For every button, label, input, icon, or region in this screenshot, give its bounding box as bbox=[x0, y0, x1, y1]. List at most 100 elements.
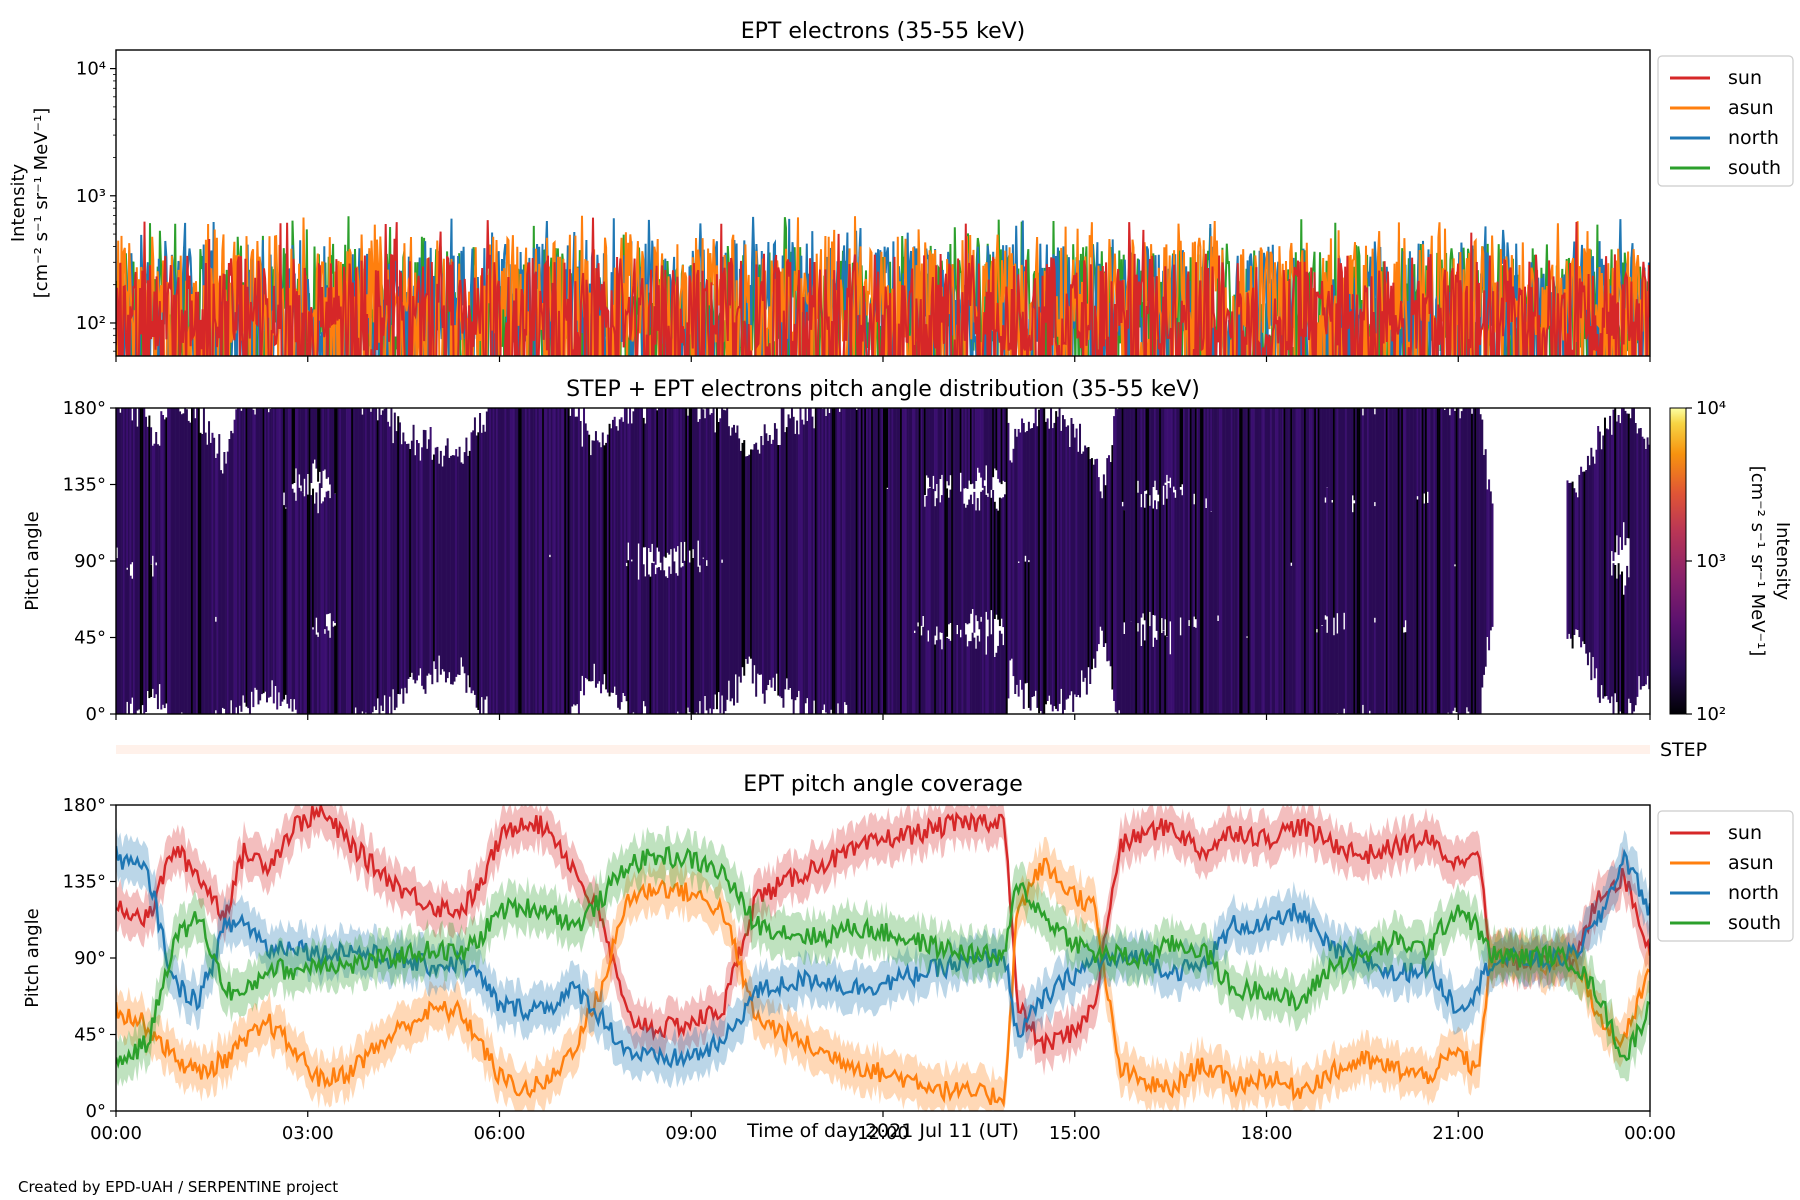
heatmap-cell bbox=[598, 442, 601, 682]
heatmap-cell bbox=[864, 408, 867, 714]
heatmap-cell bbox=[1569, 482, 1572, 639]
heatmap-cell bbox=[1186, 408, 1189, 714]
heatmap-cell bbox=[175, 408, 178, 714]
heatmap-cell bbox=[1164, 635, 1167, 714]
colorbar-tick-label: 10³ bbox=[1696, 551, 1726, 572]
heatmap-cell bbox=[1244, 408, 1247, 714]
heatmap-cell bbox=[339, 408, 342, 714]
heatmap-cell bbox=[857, 408, 860, 714]
heatmap-cell bbox=[254, 414, 257, 688]
heatmap-cell bbox=[1176, 408, 1179, 714]
heatmap-cell bbox=[596, 440, 599, 684]
heatmap-cell bbox=[438, 463, 441, 656]
heatmap-cell bbox=[1290, 408, 1293, 563]
heatmap-cell bbox=[1198, 408, 1201, 714]
heatmap-cell bbox=[1634, 423, 1637, 706]
heatmap-cell bbox=[1157, 408, 1160, 495]
heatmap-cell bbox=[439, 450, 442, 675]
heatmap-cell bbox=[310, 495, 313, 714]
heatmap-cell bbox=[722, 409, 725, 714]
heatmap-cell bbox=[414, 455, 417, 684]
heatmap-cell bbox=[913, 408, 916, 631]
heatmap-cell bbox=[344, 408, 347, 714]
heatmap-cell bbox=[1336, 408, 1339, 614]
heatmap-cell bbox=[666, 577, 669, 714]
heatmap-cell bbox=[312, 408, 315, 464]
heatmap-cell bbox=[1024, 561, 1027, 684]
heatmap-cell bbox=[976, 408, 979, 468]
heatmap-cell bbox=[1305, 408, 1308, 714]
heatmap-cell bbox=[279, 408, 282, 706]
heatmap-cell bbox=[1106, 458, 1109, 662]
heatmap-cell bbox=[1440, 408, 1443, 714]
heatmap-cell bbox=[1621, 571, 1624, 714]
heatmap-cell bbox=[1165, 408, 1168, 475]
heatmap-cells bbox=[116, 408, 1650, 714]
heatmap-cell bbox=[671, 408, 674, 714]
heatmap-cell bbox=[998, 408, 1001, 483]
heatmap-cell bbox=[501, 408, 504, 714]
heatmap-cell bbox=[1438, 408, 1441, 714]
heatmap-cell bbox=[1648, 444, 1650, 690]
series-line-south bbox=[116, 846, 1650, 1069]
heatmap-cell bbox=[925, 408, 928, 476]
heatmap-cell bbox=[1102, 474, 1105, 647]
heatmap-cell bbox=[639, 408, 642, 714]
heatmap-cell bbox=[632, 411, 635, 713]
heatmap-cell bbox=[883, 408, 885, 714]
heatmap-cell bbox=[971, 504, 974, 609]
heatmap-cell bbox=[513, 408, 516, 714]
heatmap-cell bbox=[1169, 654, 1172, 714]
heatmap-cell bbox=[1264, 408, 1267, 714]
heatmap-cell bbox=[988, 408, 991, 714]
heatmap-cell bbox=[421, 447, 424, 686]
heatmap-cell bbox=[364, 408, 367, 713]
y-tick-label: 10³ bbox=[76, 186, 106, 207]
heatmap-cell bbox=[966, 408, 969, 489]
heatmap-cell bbox=[879, 408, 882, 714]
heatmap-cell bbox=[1402, 408, 1405, 628]
heatmap-cell bbox=[814, 408, 817, 714]
heatmap-cell bbox=[1324, 619, 1327, 714]
heatmap-cell bbox=[1447, 408, 1450, 713]
heatmap-cell bbox=[271, 408, 274, 681]
heatmap-cell bbox=[1636, 433, 1639, 697]
heatmap-cell bbox=[293, 408, 296, 483]
heatmap-cell bbox=[859, 408, 862, 714]
heatmap-cell bbox=[1457, 408, 1460, 714]
heatmap-cell bbox=[301, 408, 304, 493]
heatmap-cell bbox=[327, 630, 330, 714]
heatmap-cell bbox=[1165, 636, 1168, 714]
heatmap-cell bbox=[1317, 408, 1320, 714]
heatmap-cell bbox=[1072, 423, 1075, 712]
heatmap-cell bbox=[978, 641, 981, 714]
heatmap-cell bbox=[332, 626, 335, 714]
heatmap-cell bbox=[939, 639, 942, 714]
heatmap-cell bbox=[1453, 411, 1456, 565]
heatmap-cell bbox=[409, 449, 412, 677]
heatmap-cell bbox=[1445, 408, 1448, 714]
heatmap-cell bbox=[1150, 408, 1153, 714]
heatmap-cell bbox=[760, 436, 763, 675]
heatmap-cell bbox=[1193, 626, 1196, 714]
heatmap-cell bbox=[1307, 408, 1310, 714]
heatmap-cell bbox=[1136, 631, 1139, 714]
heatmap-cell bbox=[288, 408, 291, 709]
heatmap-cell bbox=[559, 408, 562, 714]
heatmap-cell bbox=[289, 408, 292, 699]
heatmap-cell bbox=[1585, 470, 1588, 654]
heatmap-cell bbox=[1249, 408, 1252, 714]
heatmap-cell bbox=[1344, 408, 1347, 714]
heatmap-cell bbox=[565, 408, 568, 714]
heatmap-cell bbox=[601, 432, 604, 685]
heatmap-cell bbox=[1632, 408, 1635, 712]
heatmap-cell bbox=[252, 409, 255, 708]
heatmap-cell bbox=[284, 408, 287, 508]
heatmap-cell bbox=[419, 460, 422, 669]
heatmap-cell bbox=[993, 657, 996, 714]
heatmap-cell bbox=[1160, 408, 1163, 619]
heatmap-cell bbox=[1194, 408, 1197, 620]
heatmap-cell bbox=[475, 435, 478, 708]
heatmap-cell bbox=[947, 408, 950, 486]
heatmap-cell bbox=[780, 408, 783, 699]
